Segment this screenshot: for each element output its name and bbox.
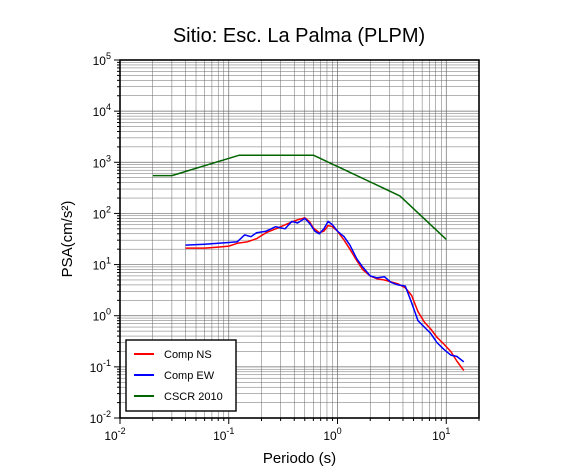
y-tick-label: 101 [93, 256, 111, 273]
x-tick-labels: 10-2 10-1 100 101 [104, 426, 450, 443]
tick-marks [114, 59, 480, 424]
grid-lines [119, 59, 480, 419]
x-tick-label: 101 [432, 426, 450, 443]
y-tick-label: 102 [93, 204, 111, 221]
x-tick-label: 10-1 [213, 426, 234, 443]
legend-label: Comp EW [164, 370, 215, 382]
y-tick-label: 100 [93, 307, 111, 324]
y-tick-label: 103 [93, 153, 111, 170]
series-line-2 [152, 154, 447, 240]
legend-label: CSCR 2010 [164, 391, 223, 403]
plot-frame [119, 59, 480, 419]
y-tick-label: 104 [93, 102, 111, 119]
y-tick-labels: 10-2 10-1 100 101 102 103 104 105 [90, 51, 111, 426]
x-tick-label: 100 [323, 426, 341, 443]
legend-label: Comp NS [164, 349, 212, 361]
legend: Comp NS Comp EW CSCR 2010 [125, 339, 237, 412]
x-axis-label: Periodo (s) [263, 450, 336, 467]
chart-title: Sitio: Esc. La Palma (PLPM) [173, 25, 425, 47]
y-axis-label: PSA(cm/s²) [59, 201, 76, 278]
x-tick-label: 10-2 [104, 426, 125, 443]
series-group [152, 154, 465, 371]
series-line-1 [185, 217, 465, 363]
y-tick-label: 10-1 [90, 358, 111, 375]
y-tick-label: 10-2 [90, 409, 111, 426]
y-tick-label: 105 [93, 51, 111, 68]
